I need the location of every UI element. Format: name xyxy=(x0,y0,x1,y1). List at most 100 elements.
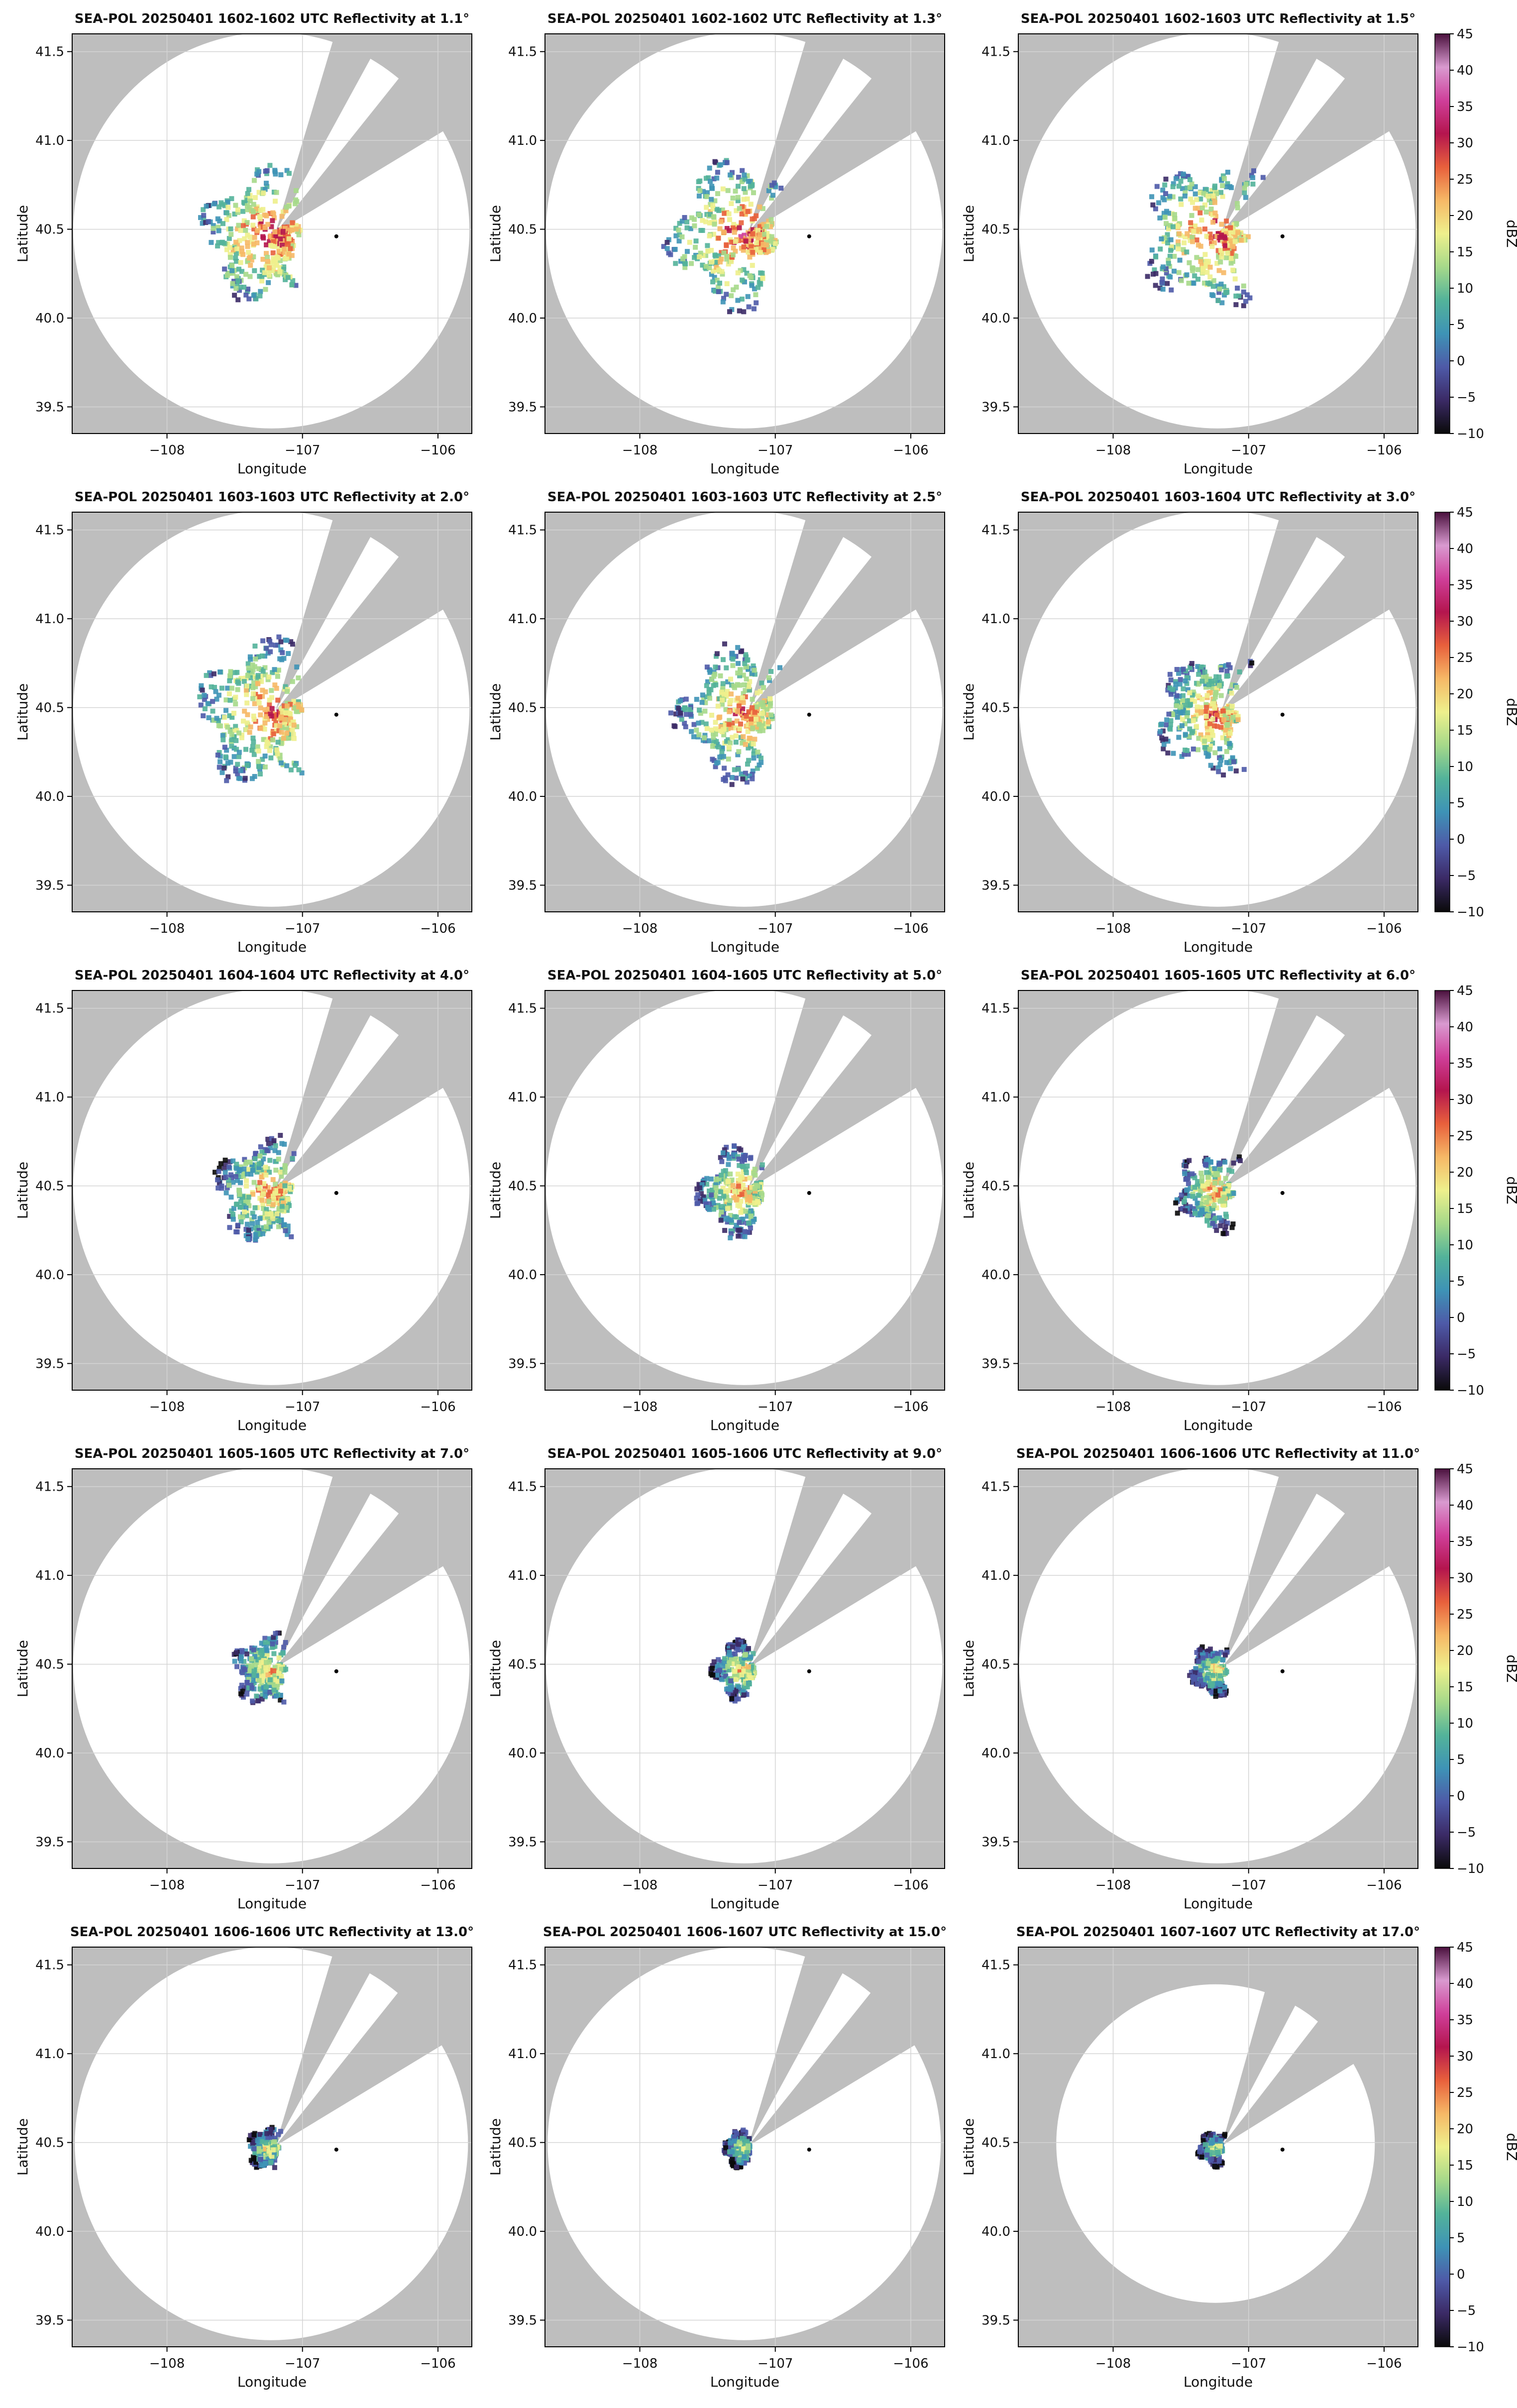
plot-frame xyxy=(72,33,472,434)
y-axis-label: Latitude xyxy=(961,1162,977,1219)
y-tick-label: 39.5 xyxy=(508,2313,537,2328)
site-marker xyxy=(334,1669,338,1673)
y-tick-label: 41.5 xyxy=(981,45,1010,60)
y-tick-label: 40.0 xyxy=(508,1268,537,1283)
y-tick-label: 40.0 xyxy=(508,789,537,804)
panel-title: SEA-POL 20250401 1603-1603 UTC Reflectiv… xyxy=(75,490,469,505)
colorbar-tick-label: 0 xyxy=(1457,354,1465,369)
colorbar-tick-label: 35 xyxy=(1457,2013,1473,2028)
colorbar-gradient xyxy=(1434,1947,1450,2347)
x-tick-label: −108 xyxy=(622,443,657,458)
x-tick-label: −108 xyxy=(149,2356,185,2371)
x-axis-label: Longitude xyxy=(237,1417,307,1433)
y-tick-label: 40.0 xyxy=(35,2224,64,2239)
x-tick-label: −106 xyxy=(893,1878,928,1893)
colorbar-tick-label: 45 xyxy=(1457,1462,1473,1477)
radar-panel-6: SEA-POL 20250401 1603-1604 UTC Reflectiv… xyxy=(961,490,1418,955)
plot-frame xyxy=(72,512,472,912)
y-tick-label: 40.5 xyxy=(981,1657,1010,1672)
y-tick-label: 40.5 xyxy=(981,222,1010,237)
y-tick-label: 40.5 xyxy=(35,1657,64,1672)
plot-frame xyxy=(544,990,945,1391)
panel-title: SEA-POL 20250401 1607-1607 UTC Reflectiv… xyxy=(1016,1925,1420,1940)
x-tick-label: −108 xyxy=(149,921,185,936)
x-axis-label: Longitude xyxy=(1184,2374,1253,2390)
panel-title: SEA-POL 20250401 1602-1602 UTC Reflectiv… xyxy=(547,11,942,26)
reflectivity-echo xyxy=(197,634,305,783)
y-tick-label: 41.0 xyxy=(981,1568,1010,1583)
x-tick-label: −107 xyxy=(285,1878,320,1893)
y-axis-label: Latitude xyxy=(487,1162,504,1219)
y-tick-label: 41.5 xyxy=(981,1001,1010,1016)
x-tick-label: −107 xyxy=(1231,1400,1266,1415)
y-tick-label: 41.0 xyxy=(981,2047,1010,2062)
radar-panel-3: SEA-POL 20250401 1602-1603 UTC Reflectiv… xyxy=(961,11,1418,477)
colorbar-tick-label: −5 xyxy=(1457,1825,1476,1840)
y-tick-label: 40.0 xyxy=(35,789,64,804)
reflectivity-echo xyxy=(213,1133,297,1243)
panel-title: SEA-POL 20250401 1605-1605 UTC Reflectiv… xyxy=(1021,968,1415,983)
x-tick-label: −107 xyxy=(285,921,320,936)
y-axis-label: Latitude xyxy=(14,205,31,262)
x-tick-label: −108 xyxy=(149,443,185,458)
radar-coverage-area xyxy=(73,34,470,429)
y-tick-label: 39.5 xyxy=(981,1835,1010,1850)
panel-title: SEA-POL 20250401 1604-1605 UTC Reflectiv… xyxy=(547,968,942,983)
y-tick-label: 40.5 xyxy=(35,701,64,716)
reflectivity-echo xyxy=(246,2125,283,2170)
colorbar-tick-label: −5 xyxy=(1457,390,1476,405)
x-tick-label: −106 xyxy=(420,1878,455,1893)
x-tick-label: −107 xyxy=(285,1400,320,1415)
colorbar-tick-label: 5 xyxy=(1457,318,1465,332)
y-tick-label: 40.0 xyxy=(981,311,1010,326)
plot-frame xyxy=(1018,33,1418,434)
y-tick-label: 40.5 xyxy=(35,222,64,237)
site-marker xyxy=(807,1191,811,1195)
colorbar-label: dBZ xyxy=(1504,1176,1517,1204)
reflectivity-echo xyxy=(694,1143,765,1240)
x-tick-label: −106 xyxy=(893,921,928,936)
x-tick-label: −107 xyxy=(758,1878,793,1893)
site-marker xyxy=(334,2147,338,2152)
y-tick-label: 39.5 xyxy=(508,400,537,415)
y-tick-label: 40.0 xyxy=(35,1268,64,1283)
colorbar-label: dBZ xyxy=(1504,698,1517,726)
y-tick-label: 41.5 xyxy=(508,1958,537,1973)
y-tick-label: 40.0 xyxy=(508,1746,537,1761)
x-tick-label: −108 xyxy=(622,2356,657,2371)
colorbar-tick-label: 15 xyxy=(1457,723,1473,738)
y-tick-label: 41.0 xyxy=(35,1568,64,1583)
colorbar-tick-label: −5 xyxy=(1457,869,1476,883)
radar-panel-1: SEA-POL 20250401 1602-1602 UTC Reflectiv… xyxy=(14,11,472,477)
colorbar-tick-label: 20 xyxy=(1457,2122,1473,2137)
site-marker xyxy=(807,712,811,717)
x-axis-label: Longitude xyxy=(237,1895,307,1912)
colorbar-tick-label: 0 xyxy=(1457,1311,1465,1325)
plot-frame xyxy=(544,33,945,434)
panel-title: SEA-POL 20250401 1605-1605 UTC Reflectiv… xyxy=(75,1446,469,1461)
radar-panel-4: SEA-POL 20250401 1603-1603 UTC Reflectiv… xyxy=(14,490,472,955)
radar-panel-2: SEA-POL 20250401 1602-1602 UTC Reflectiv… xyxy=(487,11,945,477)
colorbar-tick-label: 15 xyxy=(1457,1202,1473,1216)
reflectivity-echo xyxy=(1173,1154,1243,1236)
y-tick-label: 40.0 xyxy=(508,311,537,326)
colorbar-label: dBZ xyxy=(1504,219,1517,247)
x-tick-label: −108 xyxy=(622,1400,657,1415)
y-tick-label: 41.5 xyxy=(35,1958,64,1973)
y-tick-label: 40.5 xyxy=(35,2136,64,2151)
y-tick-label: 41.5 xyxy=(981,523,1010,538)
site-marker xyxy=(334,712,338,717)
y-axis-label: Latitude xyxy=(961,683,977,741)
plot-frame xyxy=(72,1468,472,1869)
panel-title: SEA-POL 20250401 1602-1602 UTC Reflectiv… xyxy=(75,11,469,26)
y-tick-label: 40.0 xyxy=(35,1746,64,1761)
y-tick-label: 40.5 xyxy=(508,222,537,237)
radar-panel-12: SEA-POL 20250401 1606-1606 UTC Reflectiv… xyxy=(961,1446,1420,1912)
y-tick-label: 41.0 xyxy=(35,1090,64,1105)
y-tick-label: 41.5 xyxy=(35,1480,64,1495)
y-axis-label: Latitude xyxy=(961,1640,977,1697)
x-tick-label: −107 xyxy=(1231,443,1266,458)
y-tick-label: 40.5 xyxy=(981,2136,1010,2151)
y-axis-label: Latitude xyxy=(487,205,504,262)
x-tick-label: −106 xyxy=(1366,1400,1402,1415)
